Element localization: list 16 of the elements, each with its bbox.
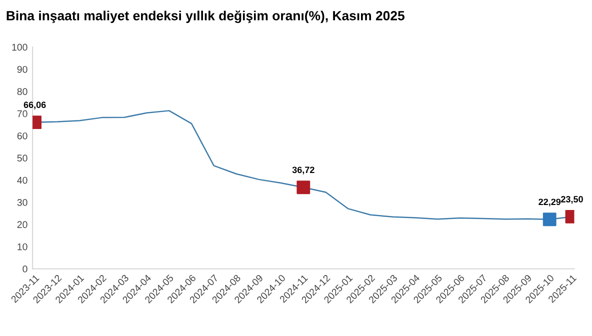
y-tick-label: 100 xyxy=(12,44,28,51)
y-tick-label: 10 xyxy=(18,243,28,250)
y-tick-label: 70 xyxy=(17,110,28,118)
y-tick-label: 60 xyxy=(17,132,28,140)
y-tick-label: 40 xyxy=(17,176,28,184)
data-label: 22,29 xyxy=(538,198,561,206)
data-label: 23,50 xyxy=(561,196,583,204)
y-tick-label: 80 xyxy=(17,88,28,96)
y-tick-label: 30 xyxy=(17,199,28,206)
y-tick-label: 0 xyxy=(22,266,28,272)
chart-title: Bina inşaatı maliyet endeksi yıllık değişim oranı(%), Kasım 2025 xyxy=(6,10,404,24)
data-label: 36,72 xyxy=(292,166,314,174)
y-tick-label: 20 xyxy=(17,221,28,228)
y-tick-label: 50 xyxy=(17,154,28,162)
y-tick-label: 90 xyxy=(17,66,28,73)
data-label: 66,06 xyxy=(24,102,46,110)
